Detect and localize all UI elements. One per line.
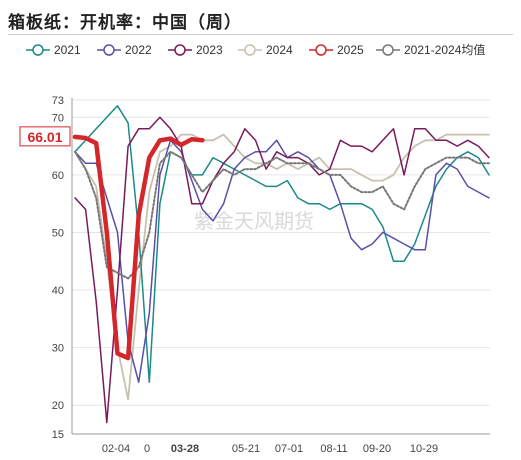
series-line-2021 (74, 105, 490, 383)
chart-title: 箱板纸：开机率：中国（周） (8, 13, 242, 33)
grid-lines (72, 99, 490, 406)
axis-labels: 15 20 30 40 50 60 70 73 02-04 0 03-28 05-21 07-01 08-… (19, 95, 438, 455)
watermark-text: 紫金天风期货 (194, 209, 314, 233)
x-tick-label: 10-29 (410, 443, 438, 455)
title-divider (8, 34, 513, 35)
legend-label: 2022 (125, 43, 152, 57)
x-tick-label: 02-04 (102, 443, 130, 455)
axes (71, 98, 490, 435)
legend-marker (32, 44, 44, 56)
legend-label: 2024 (266, 43, 293, 57)
y-tick-label: 50 (52, 227, 64, 239)
legend-marker (174, 44, 186, 56)
series-line-2025 (72, 134, 205, 361)
x-tick-label: 05-21 (232, 443, 260, 455)
legend-label: 2025 (337, 43, 364, 57)
x-tick-label: 09-20 (363, 443, 391, 455)
legend-label: 2023 (196, 43, 223, 57)
y-tick-label: 15 (52, 429, 64, 441)
x-tick-label: 07-01 (275, 443, 303, 455)
y-tick-label: 30 (52, 343, 64, 355)
legend-marker (244, 44, 256, 56)
legend-label: 2021-2024均值 (404, 42, 485, 57)
y-tick-label: 73 (52, 95, 64, 107)
legend-marker (315, 44, 327, 56)
legend: 2021 2022 2023 2024 2025 2021-2024均值 (26, 42, 485, 57)
y-tick-label: 60 (52, 170, 64, 182)
value-callout-box (19, 126, 71, 147)
x-tick-label: 03-28 (171, 443, 199, 455)
y-tick-label: 20 (52, 400, 64, 412)
y-tick-label: 70 (52, 112, 64, 124)
series-line-2023 (74, 116, 490, 424)
series-line-2022 (74, 139, 490, 383)
series-line-2021-2024均值 (74, 150, 490, 280)
series-line-2024 (74, 133, 490, 401)
value-callout-label: 66.01 (27, 129, 62, 145)
x-tick-label: 0 (144, 443, 150, 455)
legend-label: 2021 (54, 43, 81, 57)
legend-marker (382, 44, 394, 56)
y-tick-label: 40 (52, 285, 64, 297)
plot-area (72, 105, 490, 424)
x-tick-label: 08-11 (320, 443, 347, 455)
legend-marker (103, 44, 115, 56)
